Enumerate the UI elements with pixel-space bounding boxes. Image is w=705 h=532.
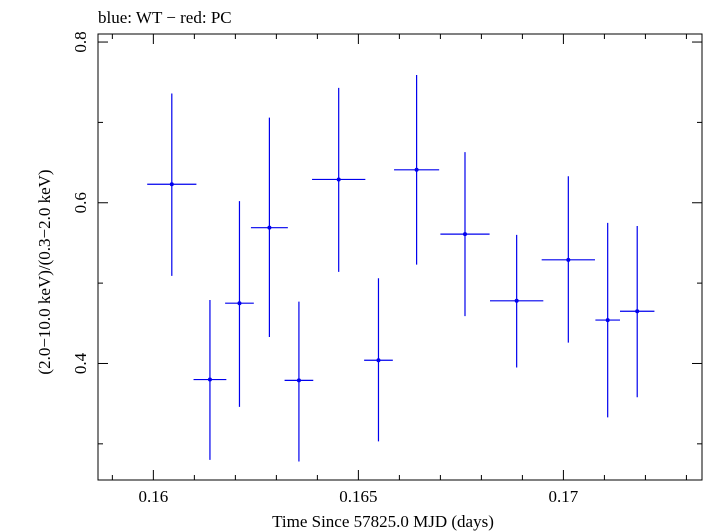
point-marker (462, 232, 467, 237)
point-marker (296, 378, 301, 383)
data-point (364, 278, 393, 442)
point-marker (376, 358, 381, 363)
data-point (250, 117, 288, 337)
data-point (225, 201, 254, 407)
point-marker (566, 257, 571, 262)
data-point (394, 74, 440, 265)
y-tick-label: 0.6 (71, 192, 90, 213)
data-point (193, 299, 227, 460)
point-marker (414, 167, 419, 172)
y-axis-label: (2.0−10.0 keV)/(0.3−2.0 keV) (35, 169, 54, 374)
point-marker (605, 318, 610, 323)
tick-labels: 0.16 0.165 0.17 0.4 0.6 0.8 (71, 31, 579, 506)
data-point (619, 226, 655, 398)
axis-ticks (98, 34, 702, 480)
point-marker (169, 182, 174, 187)
chart-title: blue: WT − red: PC (98, 8, 232, 27)
data-points (147, 74, 655, 462)
data-point (440, 152, 490, 317)
point-marker (267, 225, 272, 230)
point-marker (207, 377, 212, 382)
point-marker (514, 298, 519, 303)
y-tick-label: 0.4 (71, 352, 90, 374)
plot-frame (97, 33, 703, 481)
y-tick-label: 0.8 (71, 31, 90, 52)
x-axis-label: Time Since 57825.0 MJD (days) (272, 512, 494, 531)
data-point (595, 222, 620, 418)
x-tick-label: 0.165 (339, 487, 377, 506)
data-point (541, 176, 595, 343)
point-marker (237, 301, 242, 306)
data-point (147, 93, 197, 276)
x-tick-label: 0.17 (549, 487, 579, 506)
data-point (312, 87, 366, 272)
data-point (490, 234, 544, 368)
point-marker (336, 177, 341, 182)
point-marker (635, 309, 640, 314)
x-tick-label: 0.16 (138, 487, 168, 506)
data-point (284, 301, 314, 462)
